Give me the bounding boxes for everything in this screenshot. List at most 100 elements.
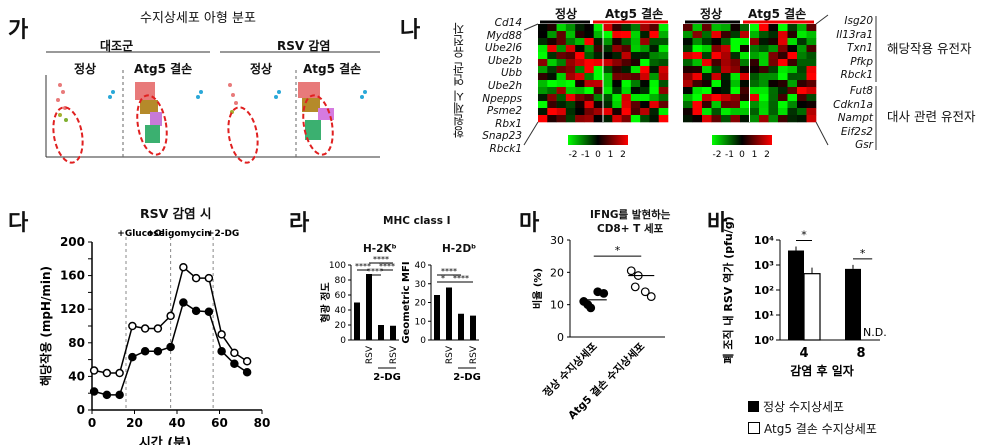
heatmap-cell [721,80,731,88]
x-axis-label: 감염 후 일자 [790,363,854,378]
significance-label: **** [373,255,389,264]
heatmap-cell [621,94,632,102]
heatmap-cell [630,80,641,88]
heatmap-cell [584,80,595,88]
color-scale-tick: 0 [595,150,601,160]
heatmap-cell [749,31,760,39]
heatmap-cell [538,115,548,123]
heatmap-cell [721,31,731,39]
heatmap-cell [778,115,788,123]
heatmap-cell [759,108,769,116]
ma-title-2: CD8+ T 세포 [597,223,664,235]
bar [788,250,804,340]
hm2-col-normal: 정상 [700,7,723,21]
heatmap-cell [640,87,650,95]
right-gene-list: Isg20 Il13ra1 Txn1 Pfkp Rbck1 Fut8 Cdkn1a Nampt… [823,15,873,153]
heatmap-cell [787,80,798,88]
heatmap-cell [584,24,595,32]
y-tick-label: 10⁴ [754,234,774,247]
heatmap-cell [630,59,641,67]
y-tick-label: 80 [335,276,347,286]
heatmap-cell [593,24,604,32]
data-point [217,330,226,339]
heatmap-cell [740,94,750,102]
heatmap-cell [768,59,779,67]
heatmap-cell [768,31,779,39]
heatmap-cell [593,31,604,39]
significance-label: * [615,244,621,257]
y-tick-label: 0 [77,403,85,417]
heatmap-cell [584,73,595,81]
bar [434,295,440,340]
y-axis-label: 형광 정도 [319,282,332,322]
heatmap-cell [640,59,650,67]
data-point [128,321,137,331]
heatmap-cell [759,38,769,46]
heatmap-cell [797,24,807,32]
data-point [217,346,226,356]
heatmap-cell [759,24,769,32]
heatmap-cell [630,115,641,123]
heatmap-cell [730,101,741,109]
heatmap-cell [584,108,595,116]
data-point [140,324,150,333]
heatmap-cell [593,87,604,95]
y-tick-label: 0 [340,336,346,346]
heatmap-cell [768,108,779,116]
heatmap-cell [721,45,731,53]
heatmap-cell [702,38,712,46]
heatmap-cell [711,73,722,81]
gene-label-left: Myd88 [486,29,522,42]
heatmap-cell [575,115,585,123]
bar [803,273,821,341]
gene-label-left: Snap23 [482,130,522,143]
heatmap-cell [797,52,807,60]
heatmap-cell [547,38,557,46]
heatmap-cell [768,38,779,46]
heatmap-cell [612,94,622,102]
heatmap-cell [603,38,613,46]
heatmap-cell [730,66,741,74]
data-point [166,311,175,321]
heatmap-cell [612,66,622,74]
legend-normal-label: 정상 수지상세포 [763,400,845,414]
heatmap-cell [603,80,613,88]
y-tick-label: 60 [335,291,347,301]
heatmap-cell [778,108,788,116]
heatmap-cell [778,31,788,39]
heatmap-cell [593,73,604,81]
heatmap-cell [702,115,712,123]
heatmap-cell [556,94,567,102]
heatmap-cell [556,108,567,116]
heatmap-cell [538,94,548,102]
heatmap-cell [649,38,660,46]
heatmap-cell [797,101,807,109]
significance-label: **** [355,262,371,271]
data-point [153,346,163,356]
group-2dg-label: 2-DG [453,372,481,383]
x-tick-label: 8 [856,346,865,361]
col-atg5-label-1: Atg5 결손 [134,62,193,76]
heatmap-cell [538,52,548,60]
data-point [89,387,99,396]
ra-title: MHC class I [383,215,451,227]
data-point [102,368,112,378]
heatmap-cell [702,66,712,74]
legend-swatch-open [748,422,760,434]
heatmap-cell [702,59,712,67]
heatmap-cell [621,24,632,32]
heatmap-cell [565,87,576,95]
heatmap-cell [621,108,632,116]
heatmap-cell [584,52,595,60]
heatmap-cell [556,87,567,95]
heatmap-cell [749,87,760,95]
heatmap-cell [759,66,769,74]
heatmap-cell [658,38,669,46]
heatmap-cell [787,115,798,123]
data-point [640,287,650,297]
heatmap-cell [806,52,817,60]
heatmap-cell [621,80,632,88]
heatmap-cell [612,115,622,123]
heatmap-cell [556,115,567,123]
gene-label-right: Eif2s2 [840,125,873,138]
